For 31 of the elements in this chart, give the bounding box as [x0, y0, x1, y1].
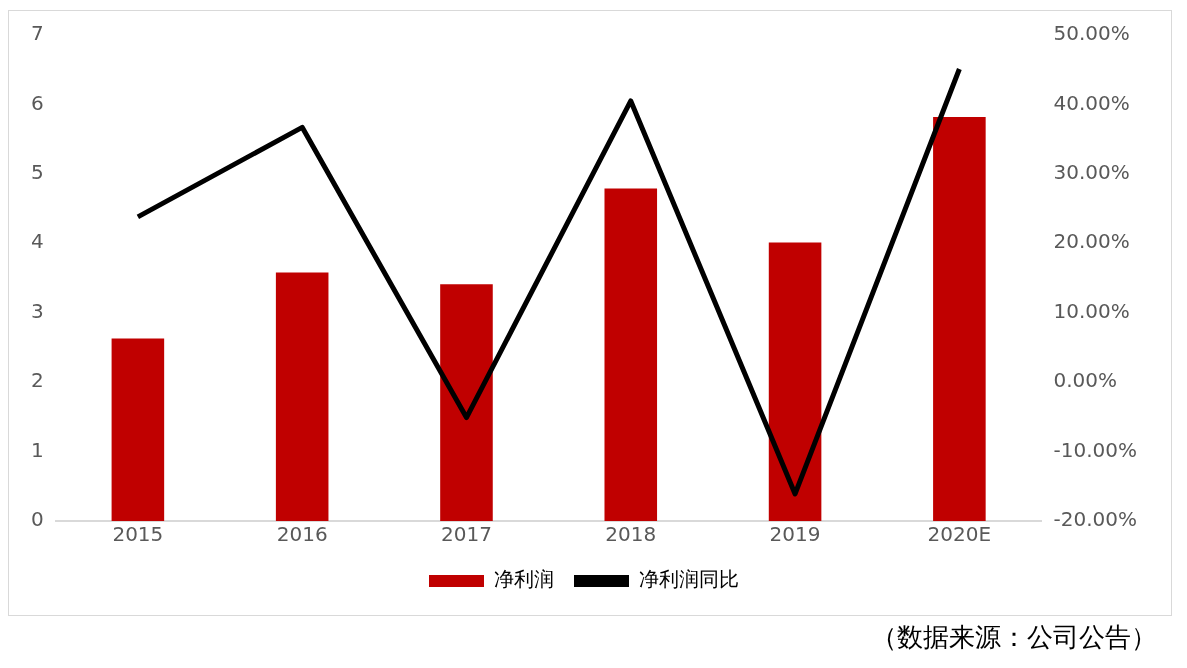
- x-tick-label: 2015: [112, 522, 164, 547]
- bar: [111, 338, 165, 521]
- bar: [933, 116, 986, 521]
- y2-tick-label: -10.00%: [1053, 437, 1138, 462]
- y-tick-label: 7: [30, 21, 44, 46]
- y2-tick-label: 20.00%: [1053, 229, 1130, 254]
- y-tick-label: 6: [30, 90, 44, 115]
- y2-tick-label: 50.00%: [1053, 21, 1130, 46]
- x-tick-label: 2019: [769, 522, 821, 547]
- y2-tick-label: 40.00%: [1053, 90, 1130, 115]
- legend-label: 净利润同比: [639, 567, 739, 592]
- y2-tick-label: 10.00%: [1053, 298, 1130, 323]
- bar: [604, 188, 658, 521]
- y-tick-label: 2: [30, 368, 44, 393]
- y2-tick-label: 30.00%: [1053, 160, 1130, 185]
- y-tick-label: 3: [30, 298, 44, 323]
- x-tick-label: 2018: [605, 522, 657, 547]
- y2-tick-label: 0.00%: [1053, 368, 1118, 393]
- y-tick-label: 1: [30, 437, 44, 462]
- legend-label: 净利润: [494, 567, 554, 592]
- x-tick-label: 2017: [441, 522, 492, 547]
- y2-tick-label: -20.00%: [1053, 507, 1138, 532]
- x-tick-label: 2020E: [927, 522, 992, 547]
- bar: [440, 284, 493, 521]
- text: （数据来源：公司公告）: [871, 621, 1157, 654]
- y-tick-label: 4: [30, 229, 44, 254]
- bar: [275, 272, 329, 521]
- x-tick-label: 2016: [276, 522, 328, 547]
- y-tick-label: 0: [30, 507, 44, 532]
- bar: [768, 242, 822, 521]
- y-tick-label: 5: [30, 160, 44, 185]
